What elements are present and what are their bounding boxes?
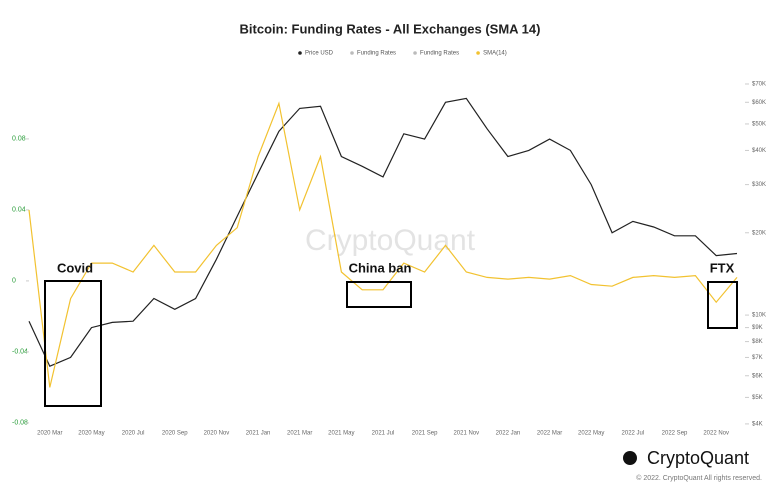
- y2-tick-label: $4K: [752, 421, 763, 427]
- x-tick-label: 2020 Mar: [37, 431, 62, 437]
- x-tick-label: 2020 May: [78, 431, 104, 437]
- chart-title: Bitcoin: Funding Rates - All Exchanges (…: [240, 21, 541, 36]
- x-tick-label: 2022 Sep: [662, 431, 688, 437]
- annotation: Covid: [57, 260, 93, 275]
- y-tick-label: -0.04: [12, 349, 28, 356]
- x-tick-label: 2020 Sep: [162, 431, 188, 437]
- y2-tick-label: $8K: [752, 339, 763, 345]
- y-tick-label: 0.04: [12, 207, 26, 214]
- x-tick-label: 2021 Sep: [412, 431, 438, 437]
- x-tick-label: 2020 Jul: [122, 431, 145, 437]
- x-tick-label: 2022 Mar: [537, 431, 562, 437]
- legend-marker: [413, 51, 417, 55]
- legend-label: Funding Rates: [420, 51, 459, 57]
- y2-tick-label: $30K: [752, 182, 766, 188]
- x-tick-label: 2022 May: [578, 431, 604, 437]
- legend-label: SMA(14): [483, 51, 507, 57]
- x-tick-label: 2022 Jul: [622, 431, 645, 437]
- legend-label: Price USD: [305, 51, 334, 57]
- y2-tick-label: $6K: [752, 373, 763, 379]
- y2-tick-label: $7K: [752, 355, 763, 361]
- legend: Price USD Funding Rates Funding Rates SMA(1…: [298, 51, 507, 57]
- logo: [623, 451, 637, 465]
- x-tick-label: 2021 Mar: [287, 431, 312, 437]
- series-line: [28, 97, 738, 367]
- y2-tick-label: $70K: [752, 82, 766, 88]
- annotation-box: [44, 280, 102, 407]
- annotation: China ban: [349, 260, 412, 275]
- x-tick-label: 2020 Nov: [204, 431, 230, 437]
- series-line: [28, 101, 738, 388]
- x-tick-label: 2021 Nov: [453, 431, 479, 437]
- y2-tick-label: $9K: [752, 325, 763, 331]
- x-tick-label: 2021 Jan: [246, 431, 271, 437]
- x-tick-label: 2021 May: [328, 431, 354, 437]
- y2-tick-label: $5K: [752, 395, 763, 401]
- x-tick-label: 2021 Jul: [372, 431, 395, 437]
- y2-tick-label: $60K: [752, 100, 766, 106]
- annotation: FTX: [710, 260, 735, 275]
- x-tick-label: 2022 Jan: [496, 431, 521, 437]
- y-tick-label: 0: [12, 278, 16, 285]
- y-tick-label: 0.08: [12, 136, 26, 143]
- legend-marker: [298, 51, 302, 55]
- y2-tick-label: $10K: [752, 313, 766, 319]
- plot: 0.08 0.04 0 -0.04 -0.08 $70K $60K $50K $40K $30K $…: [12, 82, 766, 437]
- y-tick-label: -0.08: [12, 420, 28, 427]
- brand: CryptoQuant: [647, 448, 749, 468]
- legend-marker: [476, 51, 480, 55]
- annotation-box: [707, 281, 738, 329]
- y2-tick-label: $50K: [752, 122, 766, 128]
- legend-marker: [350, 51, 354, 55]
- annotation-box: [346, 281, 412, 308]
- copyright: © 2022. CryptoQuant All rights reserved.: [636, 474, 762, 482]
- legend-label: Funding Rates: [357, 51, 396, 57]
- y2-tick-label: $20K: [752, 230, 766, 236]
- x-tick-label: 2022 Nov: [703, 431, 729, 437]
- y2-tick-label: $40K: [752, 148, 766, 154]
